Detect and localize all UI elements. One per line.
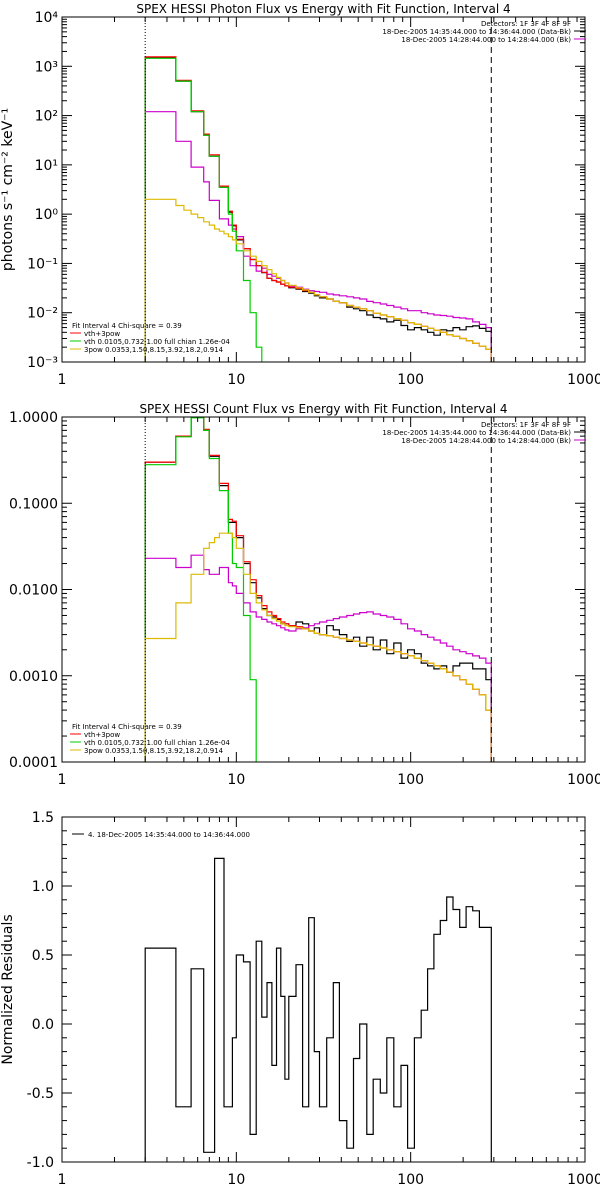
y-tick-label-2: 1.5 [32, 810, 54, 826]
series-line-1-4 [144, 532, 492, 762]
y-tick-label-2: -0.5 [27, 1086, 54, 1102]
y-tick-label-1: 0.0010 [9, 669, 58, 685]
series-line-1-1 [144, 554, 492, 762]
residuals-ylabel: Normalized Residuals [0, 914, 16, 1064]
count-flux-fit-vth3pow: vth+3pow [84, 731, 120, 739]
y-tick-label-0: 10⁻³ [27, 355, 58, 371]
series-line-1-3 [144, 417, 257, 762]
y-tick-label-0: 10¹ [35, 158, 58, 174]
count-flux-fit-3pow: 3pow 0.0353,1.50,8.15,3.92,18.2,0.914 [84, 747, 224, 755]
photon-flux-title: SPEX HESSI Photon Flux vs Energy with Fi… [136, 2, 510, 16]
series-group-2 [144, 857, 492, 1162]
x-tick-label-2: 10 [227, 1172, 245, 1188]
series-group-0 [144, 56, 492, 362]
y-tick-label-0: 10⁴ [35, 10, 59, 26]
x-tick-label-1: 10 [227, 772, 245, 788]
y-tick-label-1: 0.0100 [9, 583, 58, 599]
photon-flux-fit-3pow: 3pow 0.0353,1.50,8.15,3.92,18.2,0.914 [84, 346, 224, 354]
x-tick-label-0: 100 [397, 372, 424, 388]
axes-frame-2 [61, 816, 586, 1163]
residuals-legend: 4. 18-Dec-2005 14:35:44.000 to 14:36:44.… [88, 831, 250, 839]
x-tick-label-2: 100 [397, 1172, 424, 1188]
photon-flux-data-legend: 18-Dec-2005 14:35:44.000 to 14:36:44.000… [382, 28, 571, 36]
series-line-0-1 [144, 111, 492, 362]
photon-flux-panel: SPEX HESSI Photon Flux vs Energy with Fi… [0, 2, 600, 388]
y-tick-label-0: 10⁻² [27, 306, 58, 322]
series-line-1-2 [144, 417, 492, 762]
y-tick-label-2: 0.0 [32, 1017, 54, 1033]
y-tick-label-0: 10⁻¹ [27, 256, 58, 272]
residuals-panel: Normalized Residuals 4. 18-Dec-2005 14:3… [0, 810, 600, 1188]
y-tick-label-2: 1.0 [32, 879, 54, 895]
count-flux-title: SPEX HESSI Count Flux vs Energy with Fit… [139, 402, 507, 416]
series-line-0-2 [144, 56, 492, 362]
count-flux-fit-interval: Fit Interval 4 Chi-square = 0.39 [72, 723, 182, 731]
series-line-0-4 [144, 198, 492, 362]
x-tick-label-2: 1 [58, 1172, 67, 1188]
count-flux-data-legend: 18-Dec-2005 14:35:44.000 to 14:36:44.000… [382, 429, 571, 437]
y-tick-label-0: 10⁰ [35, 207, 59, 223]
y-tick-label-2: 0.5 [32, 948, 54, 964]
series-line-1-0 [144, 417, 492, 762]
y-tick-label-1: 0.1000 [9, 496, 58, 512]
y-tick-label-0: 10³ [35, 59, 58, 75]
axes-frame-0 [61, 16, 586, 363]
x-tick-label-0: 1 [58, 372, 67, 388]
y-tick-label-2: -1.0 [27, 1155, 54, 1171]
y-tick-label-0: 10² [35, 109, 58, 125]
photon-flux-fit-vth3pow: vth+3pow [84, 330, 120, 338]
photon-flux-fit-vth: vth 0.0105,0.732,1.00 full chian 1.26e-0… [84, 338, 230, 346]
x-tick-label-2: 1000 [567, 1172, 600, 1188]
x-tick-label-1: 1000 [567, 772, 600, 788]
x-tick-label-1: 1 [58, 772, 67, 788]
photon-flux-bk-legend: 18-Dec-2005 14:28:44.000 to 14:28:44.000… [401, 36, 571, 44]
y-tick-label-1: 0.0001 [9, 755, 58, 771]
series-line-0-0 [144, 57, 492, 362]
x-tick-label-1: 100 [397, 772, 424, 788]
photon-flux-detectors: Detectors: 1F 3F 4F 8F 9F [481, 20, 571, 28]
series-line-2-0 [144, 857, 492, 1162]
photon-flux-fit-interval: Fit Interval 4 Chi-square = 0.39 [72, 322, 182, 330]
x-tick-label-0: 10 [227, 372, 245, 388]
count-flux-panel: SPEX HESSI Count Flux vs Energy with Fit… [9, 402, 600, 788]
count-flux-bk-legend: 18-Dec-2005 14:28:44.000 to 14:28:44.000… [401, 437, 571, 445]
count-flux-detectors: Detectors: 1F 3F 4F 8F 9F [481, 421, 571, 429]
series-line-0-3 [144, 57, 263, 362]
series-group-1 [144, 417, 492, 762]
y-tick-label-1: 1.0000 [9, 410, 58, 426]
x-tick-label-0: 1000 [567, 372, 600, 388]
axes-frame-1 [61, 416, 586, 763]
photon-flux-ylabel: photons s⁻¹ cm⁻² keV⁻¹ [0, 108, 16, 271]
count-flux-fit-vth: vth 0.0105,0.732,1.00 full chian 1.26e-0… [84, 739, 230, 747]
